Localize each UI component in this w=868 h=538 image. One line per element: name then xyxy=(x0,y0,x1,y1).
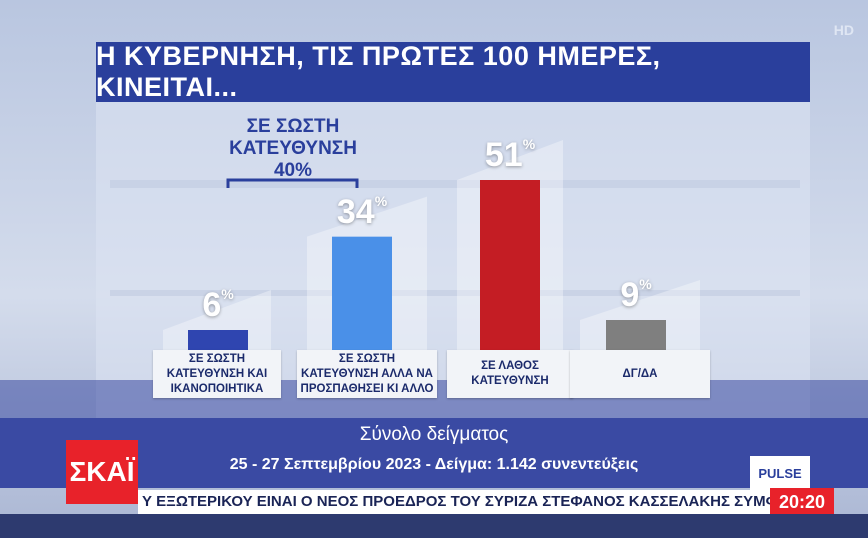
bar-value-unit: % xyxy=(221,286,234,302)
bar-value-label: 9% xyxy=(596,276,676,315)
bar-value: 51 xyxy=(484,136,523,174)
bar-value-unit: % xyxy=(639,276,652,292)
category-label-line: ΠΡΟΣΠΑΘΗΣΕΙ ΚΙ ΑΛΛΟ xyxy=(300,382,434,395)
category-label: ΣΕ ΛΑΘΟΣ ΚΑΤΕΥΘΥΝΣΗ xyxy=(447,350,573,398)
category-label-line: ΣΕ ΛΑΘΟΣ xyxy=(481,360,539,372)
news-ticker: Υ ΕΞΩΤΕΡΙΚΟΥ ΕΙΝΑΙ Ο ΝΕΟΣ ΠΡΟΕΔΡΟΣ ΤΟΥ Σ… xyxy=(138,490,774,514)
bottom-band xyxy=(0,514,868,538)
bar xyxy=(480,180,540,350)
category-label-line: ΣΕ ΣΩΣΤΗ xyxy=(338,352,396,365)
bar-value-label: 6% xyxy=(178,286,258,325)
category-label-line: ΚΑΤΕΥΘΥΝΣΗ ΑΛΛΑ ΝΑ xyxy=(301,367,433,380)
bar-value-label: 34% xyxy=(322,193,402,232)
bar-value: 34 xyxy=(336,192,375,231)
chart-title: Η ΚΥΒΕΡΝΗΣΗ, ΤΙΣ ΠΡΩΤΕΣ 100 ΗΜΕΡΕΣ, ΚΙΝΕ… xyxy=(96,41,810,102)
survey-info: 25 - 27 Σεπτεμβρίου 2023 - Δείγμα: 1.142… xyxy=(229,456,639,473)
hd-badge: HD xyxy=(833,22,854,38)
category-label-line: ΣΕ ΣΩΣΤΗ xyxy=(188,352,246,365)
bar-value-unit: % xyxy=(374,192,388,209)
clock: 20:20 xyxy=(770,488,834,516)
bar-value-unit: % xyxy=(522,136,536,152)
bar-value: 6 xyxy=(202,286,222,324)
group-label-line2: ΚΑΤΕΥΘΥΝΣΗ xyxy=(229,138,357,159)
bar xyxy=(188,330,248,350)
category-label-line: ΙΚΑΝΟΠΟΙΗΤΙΚΑ xyxy=(170,382,264,395)
category-label: ΣΕ ΣΩΣΤΗ ΚΑΤΕΥΘΥΝΣΗ ΑΛΛΑ ΝΑ ΠΡΟΣΠΑΘΗΣΕΙ ΚΙ… xyxy=(297,350,437,398)
bar-value-label: 51% xyxy=(470,136,550,175)
channel-logo: ΣΚΑΪ xyxy=(66,440,138,504)
category-label-line: ΚΑΤΕΥΘΥΝΣΗ xyxy=(471,375,549,387)
bar-value: 9 xyxy=(620,276,640,314)
category-label: ΔΓ/ΔΑ xyxy=(570,350,710,398)
group-label-line1: ΣΕ ΣΩΣΤΗ xyxy=(246,116,340,137)
bar xyxy=(606,320,666,350)
category-label-line: ΚΑΤΕΥΘΥΝΣΗ ΚΑΙ xyxy=(166,367,268,380)
pollster-logo: PULSE xyxy=(750,456,810,490)
bar xyxy=(332,236,392,350)
category-label-line: ΔΓ/ΔΑ xyxy=(622,367,658,380)
category-label: ΣΕ ΣΩΣΤΗ ΚΑΤΕΥΘΥΝΣΗ ΚΑΙ ΙΚΑΝΟΠΟΙΗΤΙΚΑ xyxy=(153,350,281,398)
group-label: ΣΕ ΣΩΣΤΗ ΚΑΤΕΥΘΥΝΣΗ 40% xyxy=(218,116,368,182)
group-label-value: 40% xyxy=(273,160,313,181)
sample-label: Σύνολο δείγματος xyxy=(359,424,509,445)
group-bracket xyxy=(226,178,359,188)
